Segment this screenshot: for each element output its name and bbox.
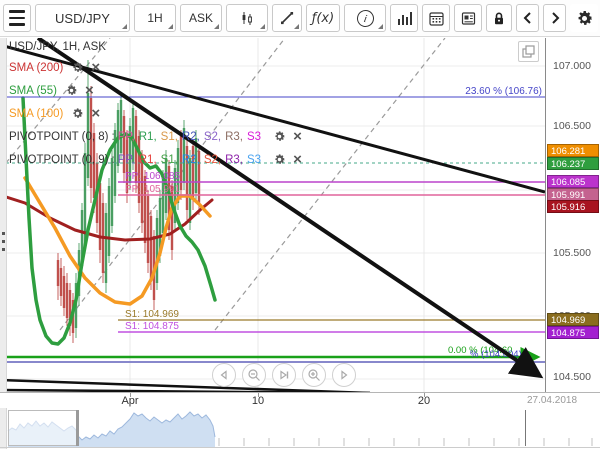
- menu-button[interactable]: [3, 4, 31, 32]
- toolbar: USD/JPY 1H ASK ƒ(x) i: [0, 0, 600, 37]
- chart-type-button[interactable]: [226, 4, 268, 32]
- time-axis-label: Apr: [121, 395, 139, 407]
- zoom-out-button[interactable]: [242, 363, 266, 387]
- hamburger-icon: [9, 10, 25, 13]
- draw-line-icon: [281, 12, 294, 25]
- gear-icon: [578, 10, 592, 25]
- next-button[interactable]: [543, 4, 566, 32]
- svg-text:PP: 105.991: PP: 105.991: [125, 184, 180, 195]
- panel-grip[interactable]: [0, 38, 7, 449]
- news-icon: [461, 11, 475, 25]
- navigator-selection[interactable]: [8, 410, 77, 446]
- price-badge: 106.281: [547, 144, 599, 157]
- indicator-settings-icon[interactable]: [65, 84, 78, 97]
- navigator-position-marker: [525, 410, 526, 446]
- navigator-handle[interactable]: [76, 410, 79, 446]
- arrow-left-icon: [220, 370, 227, 380]
- indicators-icon: [397, 11, 412, 25]
- price-axis-label: 105.500: [553, 247, 591, 259]
- symbol-select[interactable]: USD/JPY: [35, 4, 130, 32]
- svg-text:% (104.604): % (104.604): [470, 349, 522, 360]
- prev-button[interactable]: [516, 4, 539, 32]
- lock-button[interactable]: [486, 4, 512, 32]
- scroll-left-button[interactable]: [212, 363, 236, 387]
- skip-to-end-button[interactable]: [272, 363, 296, 387]
- navigator-baseline: [0, 447, 600, 448]
- remove-indicator-icon[interactable]: ×: [91, 105, 101, 122]
- settings-button[interactable]: [570, 4, 598, 32]
- svg-text:PP: 106.085: PP: 106.085: [125, 171, 180, 182]
- chevron-right-icon: [551, 12, 559, 24]
- remove-indicator-icon[interactable]: ×: [293, 128, 302, 145]
- function-button[interactable]: ƒ(x): [306, 4, 340, 32]
- expand-icon: [522, 45, 535, 58]
- indicator-settings-icon[interactable]: [273, 153, 286, 166]
- zoom-in-icon: [308, 369, 320, 381]
- time-axis-label: 10: [251, 395, 265, 407]
- price-badge: 104.875: [547, 326, 599, 339]
- remove-indicator-icon[interactable]: ×: [91, 59, 101, 76]
- price-type-select[interactable]: ASK: [180, 4, 222, 32]
- price-badge: 106.085: [547, 175, 599, 188]
- zoom-in-button[interactable]: [302, 363, 326, 387]
- svg-text:S1: 104.875: S1: 104.875: [125, 321, 179, 332]
- remove-indicator-icon[interactable]: ×: [84, 82, 94, 99]
- chart-type-candles-icon: [242, 12, 252, 25]
- time-axis-label: 20: [417, 395, 431, 407]
- calendar-button[interactable]: [422, 4, 450, 32]
- indicator-settings-icon[interactable]: [71, 61, 84, 74]
- price-badge: 104.969: [547, 313, 599, 326]
- price-chart[interactable]: 23.60 % (106.76) PP: 106.085 PP: 105.991 S1…: [0, 38, 545, 392]
- news-button[interactable]: [454, 4, 482, 32]
- zoom-out-icon: [248, 369, 260, 381]
- time-axis[interactable]: Apr 10 20 27.04.2018: [0, 392, 600, 408]
- indicator-settings-icon[interactable]: [273, 130, 286, 143]
- interval-select[interactable]: 1H: [134, 4, 176, 32]
- expand-button[interactable]: [518, 41, 539, 62]
- scroll-right-button[interactable]: [332, 363, 356, 387]
- price-axis[interactable]: 107.000106.500105.500105.000104.500106.2…: [545, 38, 600, 392]
- price-axis-label: 107.000: [553, 60, 591, 72]
- price-badge: 105.916: [547, 200, 599, 213]
- price-axis-label: 104.500: [553, 371, 591, 383]
- time-axis-label: 27.04.2018: [526, 395, 578, 406]
- lock-icon: [495, 12, 503, 24]
- price-badge: 106.237: [547, 157, 599, 170]
- price-axis-label: 106.500: [553, 120, 591, 132]
- calendar-icon: [428, 11, 444, 26]
- chevron-left-icon: [523, 12, 531, 24]
- indicator-settings-icon[interactable]: [71, 107, 84, 120]
- chart-nav-controls: [212, 363, 356, 387]
- svg-text:0.00 % (104.60: 0.00 % (104.60: [448, 345, 512, 356]
- navigator-chart[interactable]: [0, 408, 600, 449]
- arrow-right-icon: [341, 370, 348, 380]
- info-button[interactable]: i: [344, 4, 386, 32]
- info-icon: i: [354, 7, 376, 29]
- svg-text:23.60 % (106.76): 23.60 % (106.76): [465, 86, 542, 97]
- skip-end-icon: [280, 370, 289, 380]
- draw-tool-button[interactable]: [272, 4, 302, 32]
- remove-indicator-icon[interactable]: ×: [293, 151, 302, 168]
- indicators-button[interactable]: [390, 4, 418, 32]
- svg-text:S1: 104.969: S1: 104.969: [125, 309, 179, 320]
